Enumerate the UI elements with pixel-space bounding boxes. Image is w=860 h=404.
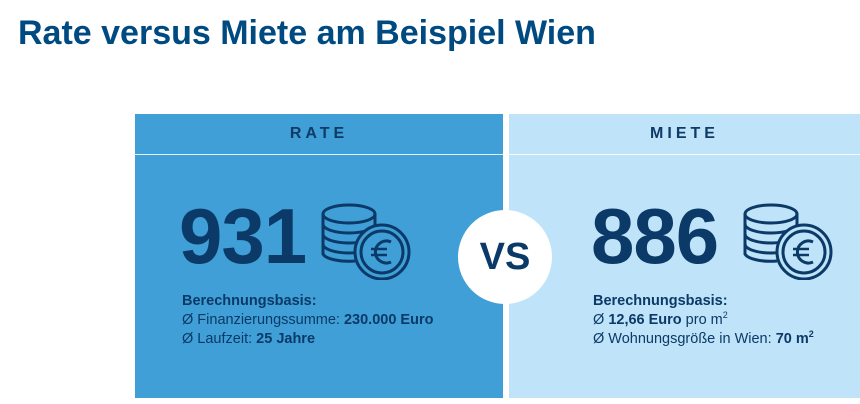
miete-header: MIETE	[509, 114, 860, 155]
rate-basis-label: Berechnungsbasis:	[182, 293, 317, 309]
miete-basis-label: Berechnungsbasis:	[593, 293, 728, 309]
rate-basis-line-1: Ø Finanzierungssumme: 230.000 Euro	[182, 312, 434, 328]
rate-basis: Berechnungsbasis: Ø Finanzierungssumme: …	[182, 292, 433, 349]
miete-basis-line-2: Ø Wohnungsgröße in Wien: 70 m2	[593, 329, 814, 347]
rate-basis-line-2: Ø Laufzeit: 25 Jahre	[182, 331, 316, 347]
euro-coins-icon	[743, 202, 835, 285]
euro-coins-icon	[321, 202, 413, 285]
miete-panel: MIETE 886 Berechnungsbasis: Ø 12,66 Euro…	[509, 114, 860, 398]
rate-value: 931	[179, 192, 307, 280]
miete-basis-line-1: Ø 12,66 Euro pro m2	[593, 310, 728, 328]
miete-basis: Berechnungsbasis: Ø 12,66 Euro pro m2 Ø …	[593, 292, 814, 349]
miete-value: 886	[591, 192, 719, 280]
page-title: Rate versus Miete am Beispiel Wien	[18, 14, 596, 52]
rate-panel: RATE 931 Berechnungsbasis: Ø Finanzierun…	[135, 114, 503, 398]
rate-header: RATE	[135, 114, 503, 155]
vs-badge: VS	[458, 210, 552, 304]
